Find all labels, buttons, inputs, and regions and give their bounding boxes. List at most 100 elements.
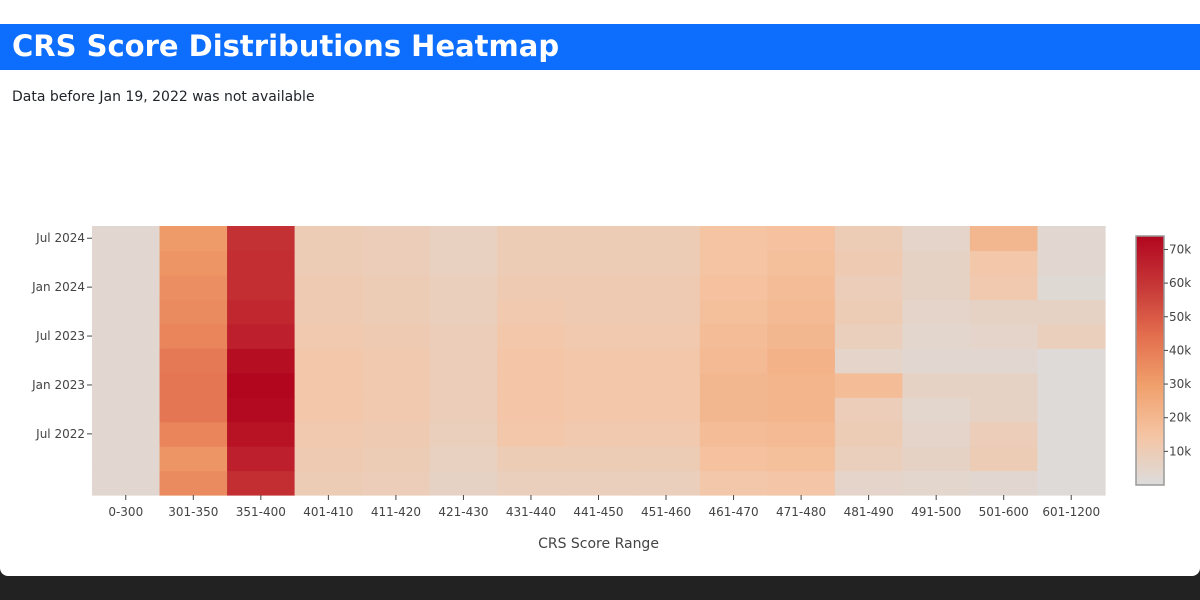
heatmap-cell — [429, 446, 498, 472]
heatmap-cell — [294, 348, 363, 374]
heatmap-cell — [429, 397, 498, 423]
heatmap-cell — [1037, 274, 1106, 300]
heatmap-cell — [227, 348, 296, 374]
heatmap-cell — [969, 299, 1039, 325]
heatmap-cell — [632, 299, 701, 325]
heatmap-cell — [767, 226, 836, 252]
y-tick-label: Jul 2024 — [35, 231, 85, 245]
heatmap-cell — [969, 470, 1039, 496]
colorbar-tick-label: 10k — [1169, 444, 1191, 458]
heatmap-cell — [564, 348, 633, 374]
x-tick-label: 301-350 — [168, 505, 218, 519]
heatmap-cell — [969, 421, 1039, 447]
heatmap-cell — [564, 372, 633, 398]
heatmap-cell — [699, 250, 768, 276]
heatmap-cell — [564, 446, 633, 472]
heatmap-cell — [497, 226, 566, 252]
heatmap-cell — [564, 274, 633, 300]
heatmap-cell — [834, 446, 903, 472]
heatmap-cell — [632, 397, 701, 423]
y-tick-label: Jan 2023 — [31, 378, 85, 392]
x-tick-label: 401-410 — [303, 505, 353, 519]
colorbar-tick-label: 30k — [1169, 377, 1191, 391]
heatmap-cell — [362, 372, 431, 398]
heatmap-cell — [902, 421, 971, 447]
heatmap-cell — [429, 470, 498, 496]
heatmap-cell — [362, 250, 431, 276]
heatmap-cell — [92, 397, 161, 423]
heatmap-cell — [1037, 470, 1106, 496]
x-tick-label: 0-300 — [108, 505, 143, 519]
heatmap-cell — [699, 226, 768, 252]
heatmap-cell — [699, 372, 768, 398]
heatmap-cell — [429, 274, 498, 300]
heatmap-cell — [227, 372, 296, 398]
x-tick-label: 411-420 — [371, 505, 421, 519]
heatmap-cell — [969, 372, 1039, 398]
heatmap-cell — [497, 397, 566, 423]
x-tick-label: 421-430 — [438, 505, 488, 519]
heatmap-cell — [429, 299, 498, 325]
heatmap-cell — [699, 348, 768, 374]
heatmap-cell — [632, 446, 701, 472]
heatmap-cell — [1037, 348, 1106, 374]
x-tick-label: 491-500 — [911, 505, 961, 519]
heatmap-cell — [429, 348, 498, 374]
heatmap-cell — [429, 250, 498, 276]
heatmap-cell — [227, 299, 296, 325]
heatmap-cell — [699, 274, 768, 300]
heatmap-cell — [834, 299, 903, 325]
heatmap-cell — [902, 397, 971, 423]
x-axis-title: CRS Score Range — [538, 536, 659, 552]
heatmap-cell — [362, 226, 431, 252]
x-tick-label: 481-490 — [844, 505, 894, 519]
heatmap-cell — [564, 397, 633, 423]
heatmap-cell — [969, 446, 1039, 472]
heatmap-cell — [92, 323, 161, 349]
colorbar-tick-label: 20k — [1169, 411, 1191, 425]
heatmap-cell — [92, 274, 161, 300]
heatmap-cell — [834, 397, 903, 423]
heatmap-cell — [429, 421, 498, 447]
heatmap-cell — [902, 274, 971, 300]
heatmap-cell — [227, 250, 296, 276]
heatmap-cell — [632, 348, 701, 374]
heatmap-cell — [362, 446, 431, 472]
colorbar-tick-label: 50k — [1169, 310, 1191, 324]
heatmap-cell — [1037, 299, 1106, 325]
heatmap-cell — [699, 323, 768, 349]
heatmap-cell — [564, 470, 633, 496]
heatmap-cell — [497, 299, 566, 325]
heatmap-cell — [159, 372, 228, 398]
heatmap-cell — [294, 470, 363, 496]
heatmap-cell — [159, 274, 228, 300]
y-tick-label: Jan 2024 — [31, 280, 85, 294]
heatmap-cell — [92, 250, 161, 276]
x-tick-label: 441-450 — [573, 505, 623, 519]
colorbar-tick-label: 60k — [1169, 276, 1191, 290]
heatmap-cell — [362, 299, 431, 325]
heatmap-cell — [969, 250, 1039, 276]
heatmap-cell — [497, 348, 566, 374]
heatmap-cell — [497, 372, 566, 398]
heatmap-cell — [767, 446, 836, 472]
heatmap-cell — [632, 250, 701, 276]
heatmap-cell — [902, 470, 971, 496]
y-tick-label: Jul 2022 — [35, 427, 85, 441]
x-tick-label: 501-600 — [979, 505, 1029, 519]
heatmap-cell — [227, 274, 296, 300]
header-bar: CRS Score Distributions Heatmap — [0, 24, 1200, 70]
heatmap-cell — [227, 226, 296, 252]
heatmap-cell — [92, 372, 161, 398]
heatmap-cell — [902, 299, 971, 325]
heatmap-cell — [699, 299, 768, 325]
heatmap-cell — [159, 323, 228, 349]
heatmap-cell — [92, 348, 161, 374]
x-tick-label: 351-400 — [236, 505, 286, 519]
heatmap-cell — [834, 372, 903, 398]
heatmap-cell — [834, 274, 903, 300]
data-availability-note: Data before Jan 19, 2022 was not availab… — [12, 89, 315, 105]
heatmap-cell — [1037, 372, 1106, 398]
heatmap-cell — [767, 397, 836, 423]
heatmap-cell — [294, 226, 363, 252]
